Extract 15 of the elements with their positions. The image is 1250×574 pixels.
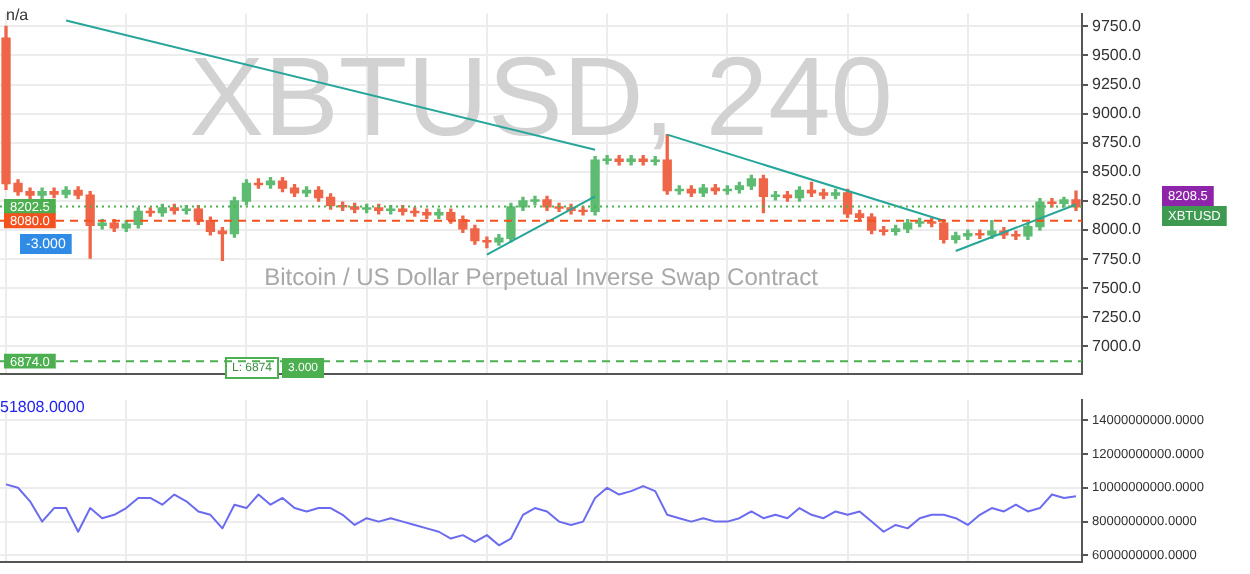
y-tick-label: 9250.0: [1092, 75, 1143, 93]
y-tick-label: 7000.0: [1092, 336, 1143, 355]
annotation: Bitcoin / US Dollar Perpetual Inverse Swap Contract: [264, 262, 820, 291]
y-tick-label: 8250.0: [1092, 191, 1143, 210]
y-tick-label: 8750.0: [1092, 133, 1143, 152]
y-tick-label: 9500.0: [1092, 45, 1143, 64]
y-tick-label: 7750.0: [1092, 249, 1143, 268]
annotation: n/a: [6, 6, 30, 25]
y-tick-label: 8500.0: [1092, 162, 1143, 181]
y-tick-label: 8000.0: [1092, 220, 1143, 239]
y-tick-label: 7500.0: [1092, 278, 1143, 297]
y-tick-label: 7250.0: [1092, 307, 1143, 326]
y-tick-label: 9000.0: [1092, 104, 1143, 123]
annotation: 51808.0000: [0, 398, 86, 417]
y-tick-label: 9750.0: [1092, 16, 1143, 35]
